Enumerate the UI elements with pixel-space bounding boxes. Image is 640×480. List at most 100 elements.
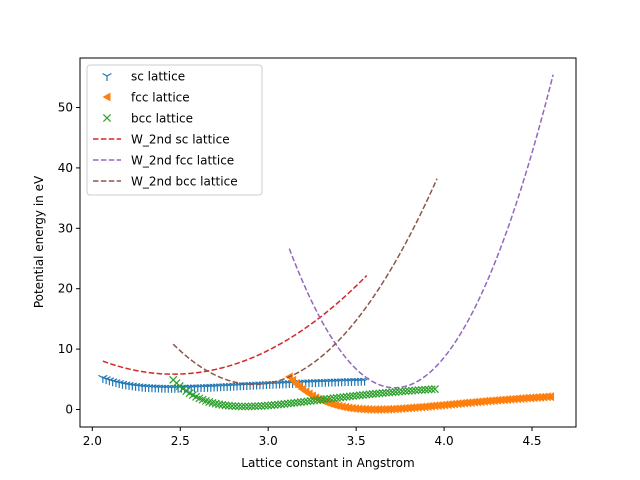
- data-point: [352, 391, 361, 400]
- data-point: [342, 392, 351, 401]
- y-tick-label: 50: [58, 101, 73, 115]
- data-point: [326, 394, 335, 403]
- data-point: [358, 390, 367, 399]
- data-point: [270, 400, 279, 409]
- data-point: [224, 401, 233, 410]
- data-point: [322, 394, 332, 404]
- legend-label: bcc lattice: [131, 112, 193, 126]
- x-tick-label: 2.0: [83, 434, 102, 448]
- data-point: [391, 387, 400, 396]
- data-point: [349, 391, 358, 401]
- legend-entry-w-2nd-sc-lattice: W_2nd sc lattice: [93, 133, 230, 147]
- y-tick-label: 30: [58, 221, 73, 235]
- data-point: [147, 384, 157, 393]
- series-bcc-lattice: [169, 375, 439, 411]
- data-point: [241, 402, 250, 411]
- data-point: [218, 400, 227, 409]
- series-w-2nd-bcc-lattice: [172, 178, 438, 386]
- data-point: [257, 401, 266, 410]
- data-point: [179, 384, 188, 393]
- x-axis-ticks: 2.0 2.5 3.0 3.5 4.0 4.5: [83, 427, 542, 448]
- data-point: [300, 397, 309, 406]
- data-point: [365, 390, 374, 399]
- y-tick-label: 10: [58, 342, 73, 356]
- data-point: [214, 400, 224, 409]
- data-point: [424, 385, 433, 394]
- legend-label: sc lattice: [131, 70, 185, 84]
- data-point: [546, 392, 555, 402]
- data-point: [375, 389, 384, 398]
- series-w-2nd-fcc-lattice: [288, 74, 554, 389]
- data-point: [273, 400, 282, 409]
- data-point: [316, 395, 325, 404]
- data-point: [231, 402, 240, 411]
- data-point: [334, 401, 343, 411]
- x-tick-label: 3.0: [259, 434, 278, 448]
- data-point: [401, 387, 410, 396]
- series-line: [102, 274, 368, 375]
- data-point: [286, 399, 296, 408]
- legend-entry-bcc-lattice: bcc lattice: [102, 112, 193, 126]
- data-point: [368, 389, 377, 399]
- legend-label: fcc lattice: [131, 91, 190, 105]
- data-point: [421, 385, 430, 394]
- series-w-2nd-sc-lattice: [102, 274, 368, 375]
- legend-box: [86, 64, 263, 196]
- legend-marker: [102, 92, 111, 102]
- data-point: [143, 384, 154, 393]
- data-point: [277, 400, 286, 409]
- data-point: [137, 383, 147, 392]
- data-point: [260, 401, 269, 410]
- legend-marker: [102, 72, 112, 81]
- data-point: [247, 402, 256, 411]
- data-point: [306, 396, 315, 405]
- data-point: [388, 388, 397, 397]
- data-point: [344, 403, 353, 413]
- data-point: [372, 389, 381, 398]
- x-axis-label: Lattice constant in Angstrom: [241, 456, 414, 470]
- y-tick-label: 0: [65, 402, 73, 416]
- series-line: [172, 178, 438, 386]
- data-point: [398, 387, 407, 396]
- data-point: [283, 399, 292, 408]
- data-point: [293, 398, 302, 407]
- data-point: [254, 402, 263, 411]
- data-point: [267, 401, 276, 410]
- data-point: [404, 386, 413, 395]
- legend-entry-w-2nd-fcc-lattice: W_2nd fcc lattice: [93, 154, 234, 168]
- data-point: [329, 394, 338, 403]
- series-sc-lattice: [98, 374, 370, 393]
- data-point: [237, 402, 246, 411]
- data-point: [303, 397, 312, 406]
- data-point: [408, 386, 417, 395]
- data-point: [264, 401, 273, 410]
- y-tick-label: 20: [58, 282, 73, 296]
- x-tick-label: 2.5: [171, 434, 190, 448]
- y-tick-label: 40: [58, 161, 73, 175]
- axes-frame: [79, 57, 577, 428]
- legend-entry-sc-lattice: sc lattice: [102, 70, 185, 84]
- data-point: [296, 398, 305, 407]
- data-point: [362, 390, 371, 399]
- plot-series: [98, 74, 555, 414]
- legend-entry-w-2nd-bcc-lattice: W_2nd bcc lattice: [93, 175, 238, 189]
- data-point: [244, 402, 253, 411]
- data-point: [339, 393, 348, 402]
- data-point: [345, 392, 354, 401]
- y-axis-label: Potential energy in eV: [32, 175, 46, 308]
- data-point: [430, 385, 439, 394]
- data-point: [411, 386, 420, 395]
- legend-label: W_2nd sc lattice: [131, 133, 230, 147]
- x-tick-label: 4.5: [522, 434, 541, 448]
- data-point: [355, 391, 364, 400]
- data-point: [336, 393, 345, 402]
- data-point: [234, 402, 243, 411]
- data-point: [337, 402, 346, 412]
- data-point: [211, 399, 220, 408]
- legend-label: W_2nd fcc lattice: [131, 154, 234, 168]
- legend-marker: [102, 113, 112, 123]
- data-point: [309, 396, 318, 405]
- data-point: [140, 383, 151, 392]
- data-point: [332, 393, 341, 402]
